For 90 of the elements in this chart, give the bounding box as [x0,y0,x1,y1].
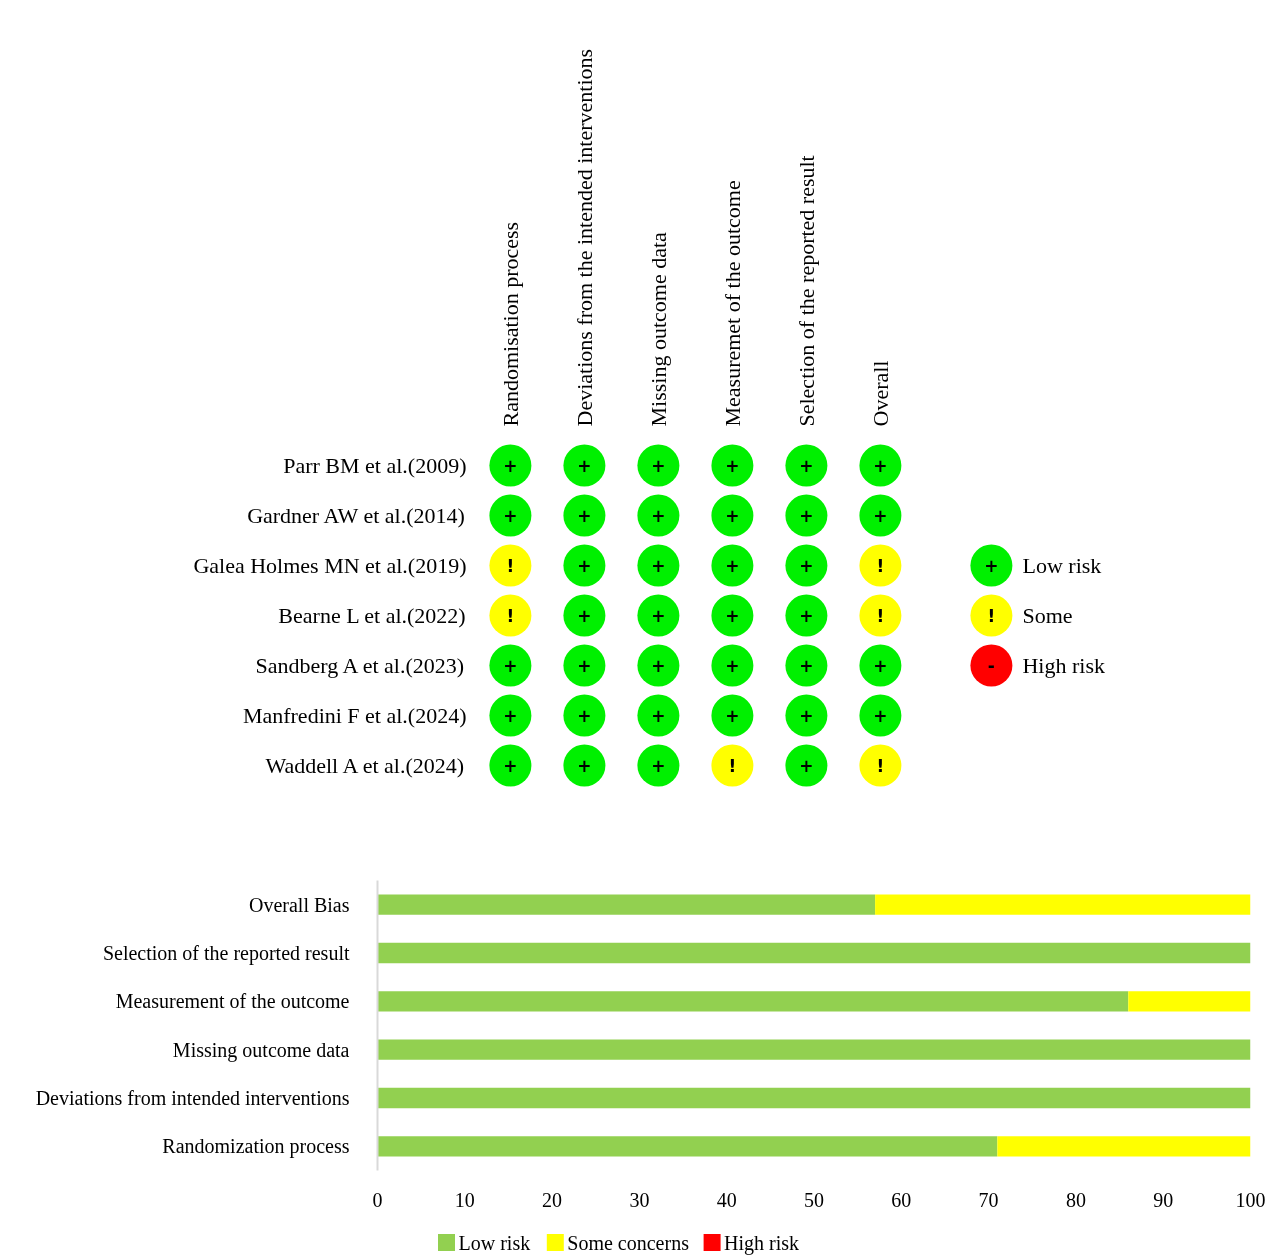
bar [997,1136,1251,1157]
y-tick-label: Manfredini F et al.(2024) [242,703,467,728]
y-tick-label: Deviations from intended interventions [35,1087,350,1109]
text: + [725,506,740,526]
y-tick-label: Bearne L et al.(2022) [278,603,466,628]
text: + [799,456,814,476]
text: + [984,556,999,576]
x-tick-label: 100 [1235,1188,1266,1211]
x-tick-label: 50 [804,1188,824,1211]
bar [377,894,876,915]
text: ! [876,555,885,576]
text: High risk [1022,653,1105,678]
x-tick-label: 90 [1153,1188,1174,1211]
text: + [873,656,888,676]
bar [377,991,1129,1012]
text: + [799,506,814,526]
x-tick-label: 20 [542,1188,563,1211]
text: + [725,656,740,676]
x-tick-label: 70 [978,1188,999,1211]
text: + [725,456,740,476]
x-tick-label: 10 [454,1188,475,1211]
text: ! [506,555,515,576]
text: + [577,656,592,676]
bar [377,1136,998,1157]
text: + [799,706,814,726]
x-tick-label: Randomisation process [497,221,523,427]
y-tick-label: Parr BM et al.(2009) [283,453,467,478]
y-tick-label: Sandberg A et al.(2023) [255,653,465,678]
legend-label: Some concerns [567,1231,690,1254]
legend-label: Low risk [458,1231,531,1254]
text: Some [1022,603,1073,628]
y-tick-label: Randomization process [162,1135,350,1159]
y-tick-label: Selection of the reported result [102,942,350,965]
text: + [799,756,814,776]
bar [875,894,1251,915]
legend-label: High risk [724,1231,800,1255]
text: + [651,756,666,776]
text: ! [876,605,885,626]
text: + [873,456,888,476]
bar [1128,991,1251,1012]
x-tick-label: Selection of the reported result [793,155,819,427]
text: + [799,606,814,626]
text: + [799,656,814,676]
text: + [503,756,518,776]
x-tick-label: 60 [891,1188,912,1211]
x-tick-label: 0 [372,1188,383,1211]
text: ! [876,755,885,776]
text: + [725,706,740,726]
y-tick-label: Galea Holmes MN et al.(2019) [193,553,467,578]
y-tick-label: Waddell A et al.(2024) [265,753,465,778]
text: + [651,706,666,726]
text: + [651,606,666,626]
text: ! [506,605,515,626]
text: - [987,656,995,676]
text: + [503,706,518,726]
bar [377,942,1251,964]
x-tick-label: 40 [716,1188,737,1211]
x-tick-label: Deviations from the intended interventions [571,48,597,427]
text: + [725,606,740,626]
text: + [577,556,592,576]
x-tick-label: Missing outcome data [645,231,671,427]
x-tick-label: 80 [1065,1188,1086,1211]
text: ! [728,755,737,776]
text: ! [987,605,996,626]
bar [377,1039,1251,1060]
text: + [577,506,592,526]
text: + [577,456,592,476]
y-tick-label: Measurement of the outcome [115,990,350,1013]
text: + [577,706,592,726]
text: + [651,506,666,526]
y-tick-label: Overall Bias [248,893,350,916]
text: + [651,456,666,476]
x-tick-label: Measuremet of the outcome [719,180,745,427]
bar [377,1087,1251,1109]
y-tick-label: Gardner AW et al.(2014) [247,503,465,528]
text: + [577,606,592,626]
text: + [503,656,518,676]
text: + [503,456,518,476]
y-tick-label: Missing outcome data [172,1038,350,1062]
text: + [651,656,666,676]
text: Low risk [1022,553,1102,578]
text: + [873,506,888,526]
x-tick-label: Overall [867,360,893,427]
text: + [873,706,888,726]
text: + [799,556,814,576]
text: + [503,506,518,526]
text: + [725,556,740,576]
text: + [577,756,592,776]
text: + [651,556,666,576]
x-tick-label: 30 [629,1188,650,1211]
